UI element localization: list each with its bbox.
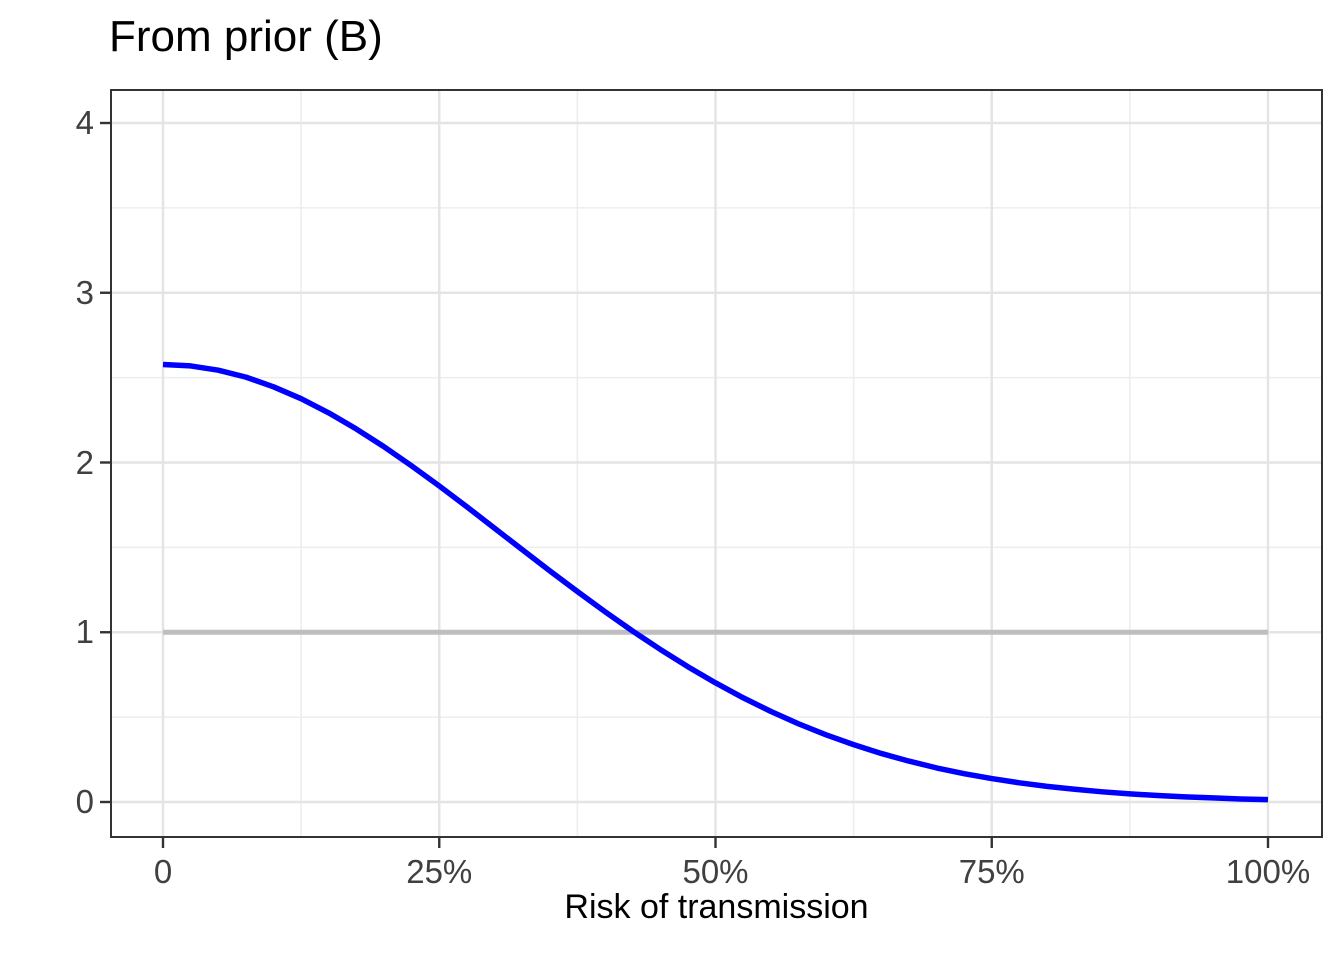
prior-density-curve bbox=[162, 361, 1269, 803]
x-tick-label: 25% bbox=[406, 853, 473, 890]
panel-border bbox=[110, 89, 1323, 838]
x-axis-title: Risk of transmission bbox=[564, 888, 869, 926]
y-tick-label: 3 bbox=[75, 273, 94, 311]
x-tick-label: 0 bbox=[153, 853, 173, 890]
plot-title: From prior (B) bbox=[109, 12, 383, 61]
y-tick-label: 0 bbox=[75, 783, 94, 820]
x-tick-label: 50% bbox=[682, 853, 749, 890]
y-tick-label: 2 bbox=[75, 443, 94, 481]
x-tick-label: 75% bbox=[958, 853, 1025, 890]
y-tick-label: 4 bbox=[75, 104, 94, 141]
y-tick-label: 1 bbox=[75, 613, 94, 651]
x-tick-label: 100% bbox=[1225, 853, 1311, 890]
